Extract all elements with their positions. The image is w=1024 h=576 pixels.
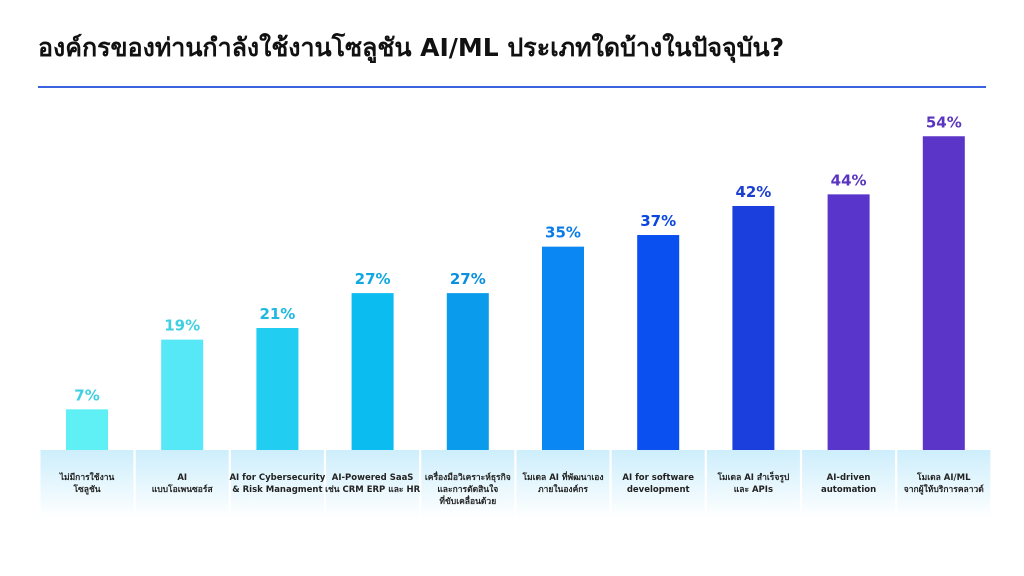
bar-value-label: 35% <box>545 224 581 242</box>
category-label-band <box>897 450 991 518</box>
category-label: โมเดล AI สำเร็จรูปและ APIs <box>716 470 789 495</box>
bar-value-label: 54% <box>926 113 962 131</box>
bar <box>256 327 299 450</box>
category-label: AI-driven automation <box>821 473 876 495</box>
category-label: AI แบบโอเพนซอร์ส <box>152 473 214 495</box>
bar-value-label: 42% <box>735 183 771 201</box>
category-label-band <box>135 450 229 518</box>
category-label-band <box>706 450 800 518</box>
bar-value-label: 27% <box>355 270 391 288</box>
bar-value-label: 27% <box>450 270 486 288</box>
bar <box>161 339 204 450</box>
bar <box>637 235 680 450</box>
bar <box>66 409 108 450</box>
bar-value-label: 7% <box>74 386 99 404</box>
bar-value-label: 44% <box>831 171 867 189</box>
category-label-band <box>802 450 896 518</box>
category-label-band <box>326 450 420 518</box>
bar-value-label: 19% <box>164 317 200 335</box>
bar <box>922 136 965 450</box>
bar <box>732 205 775 450</box>
category-label: โมเดล AI/ML จากผู้ให้บริการคลาวด์ <box>904 472 985 495</box>
category-label: AI for software development <box>622 473 694 495</box>
category-label-band <box>40 450 134 518</box>
bar <box>446 293 489 450</box>
bar <box>351 293 394 450</box>
bar <box>542 246 584 450</box>
category-label: เครื่องมือวิเคราะห์ธุรกิจและการตัดสินใจท… <box>425 470 511 507</box>
category-label: AI-Powered SaaS เช่น CRM ERP และ HR <box>325 473 421 495</box>
category-label-band <box>230 450 324 518</box>
category-label: AI for Cybersecurity & Risk Managment <box>229 473 325 495</box>
category-label: โมเดล AI ที่พัฒนาเองภายในองค์กร <box>521 470 603 495</box>
title-divider <box>38 86 986 88</box>
bar-value-label: 21% <box>259 305 295 323</box>
category-label-band <box>421 450 515 518</box>
category-label: ไม่มีการใช้งานโซลูชัน <box>59 472 115 495</box>
bar-value-label: 37% <box>640 212 676 230</box>
category-label-band <box>516 450 610 518</box>
bar <box>827 194 870 450</box>
page-title: องค์กรของท่านกำลังใช้งานโซลูชัน AI/ML ปร… <box>38 33 785 62</box>
category-label-band <box>611 450 705 518</box>
